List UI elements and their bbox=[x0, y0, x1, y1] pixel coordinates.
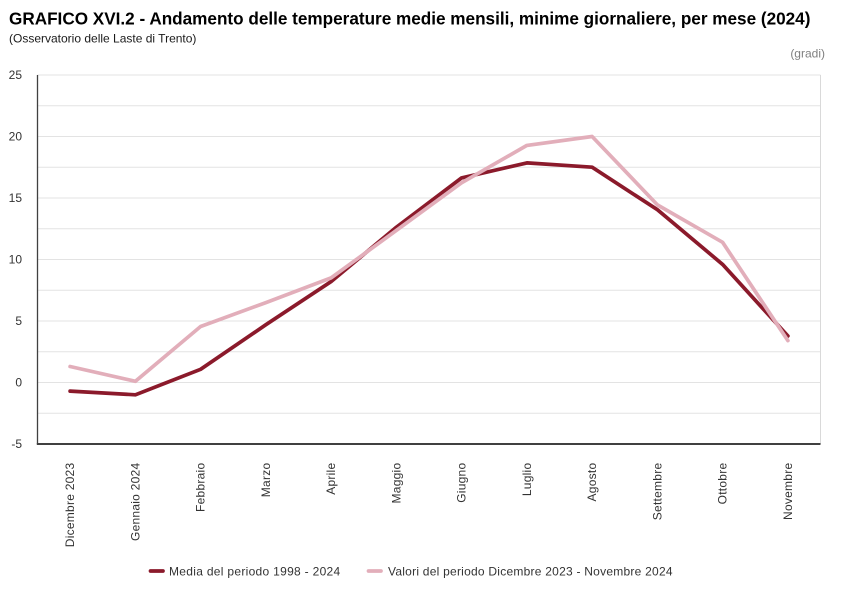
svg-text:15: 15 bbox=[9, 191, 23, 205]
svg-text:(Osservatorio delle Laste di T: (Osservatorio delle Laste di Trento) bbox=[9, 31, 196, 45]
svg-text:25: 25 bbox=[9, 68, 23, 82]
svg-text:GRAFICO XVI.2 - Andamento dell: GRAFICO XVI.2 - Andamento delle temperat… bbox=[9, 9, 810, 29]
svg-text:Media del periodo 1998 - 2024: Media del periodo 1998 - 2024 bbox=[169, 565, 341, 579]
svg-text:Marzo: Marzo bbox=[259, 463, 273, 498]
svg-text:Giugno: Giugno bbox=[455, 463, 469, 503]
svg-text:Settembre: Settembre bbox=[650, 463, 664, 521]
svg-text:Dicembre 2023: Dicembre 2023 bbox=[63, 463, 77, 548]
svg-text:Luglio: Luglio bbox=[520, 463, 534, 497]
svg-text:Aprile: Aprile bbox=[324, 463, 338, 495]
svg-text:Febbraio: Febbraio bbox=[194, 463, 208, 512]
svg-text:Valori del periodo Dicembre 20: Valori del periodo Dicembre 2023 - Novem… bbox=[388, 565, 673, 579]
svg-text:5: 5 bbox=[15, 314, 22, 328]
svg-text:(gradi): (gradi) bbox=[790, 47, 825, 61]
svg-text:-5: -5 bbox=[11, 437, 22, 451]
svg-text:Ottobre: Ottobre bbox=[716, 463, 730, 505]
svg-text:0: 0 bbox=[15, 376, 22, 390]
svg-text:Gennaio 2024: Gennaio 2024 bbox=[128, 463, 142, 541]
svg-text:Agosto: Agosto bbox=[585, 463, 599, 502]
svg-text:Novembre: Novembre bbox=[781, 463, 795, 520]
svg-text:Maggio: Maggio bbox=[389, 463, 403, 504]
svg-text:20: 20 bbox=[9, 130, 23, 144]
svg-text:10: 10 bbox=[9, 253, 23, 267]
